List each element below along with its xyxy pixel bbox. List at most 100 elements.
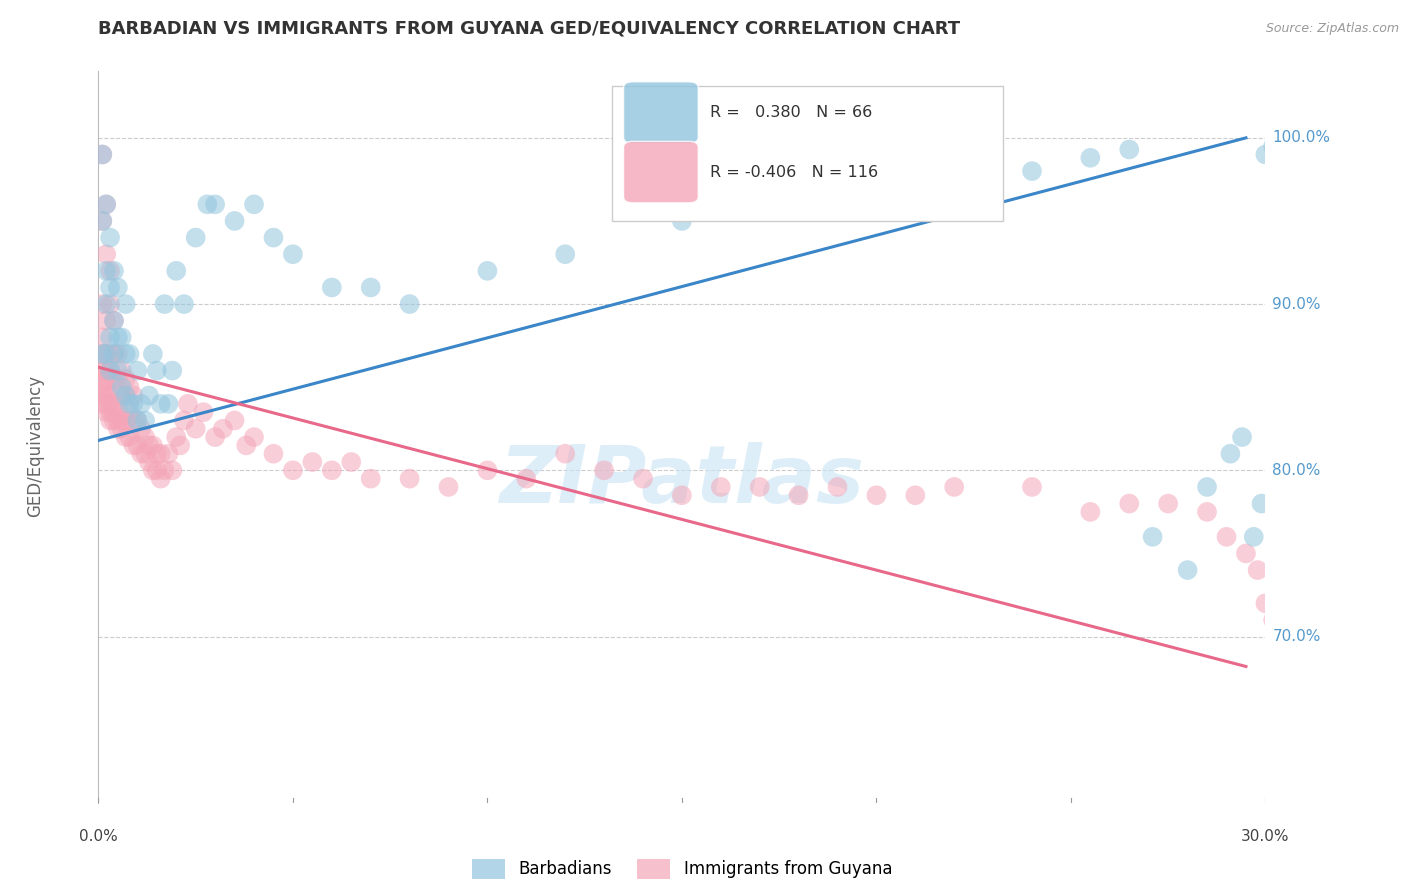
Point: [96, 347, 118, 361]
Point: [103, 372, 125, 386]
Point: [103, 347, 125, 361]
Point: [134, 413, 156, 427]
Point: [114, 413, 136, 427]
Point: [142, 438, 165, 452]
Point: [149, 472, 172, 486]
Point: [1230, 430, 1253, 444]
Point: [204, 430, 226, 444]
Point: [138, 438, 160, 452]
Point: [98, 347, 121, 361]
Point: [281, 247, 304, 261]
Point: [142, 347, 165, 361]
Point: [114, 388, 136, 402]
Point: [91, 397, 114, 411]
Point: [127, 413, 149, 427]
Point: [165, 430, 187, 444]
Point: [107, 363, 129, 377]
Point: [593, 463, 616, 477]
Point: [169, 438, 191, 452]
Point: [224, 413, 246, 427]
Point: [204, 197, 226, 211]
Point: [1021, 480, 1043, 494]
Point: [149, 447, 172, 461]
Point: [281, 463, 304, 477]
Point: [111, 413, 134, 427]
Point: [398, 297, 420, 311]
Point: [1177, 563, 1199, 577]
Point: [173, 413, 195, 427]
Point: [111, 388, 134, 402]
Point: [177, 397, 200, 411]
Point: [157, 397, 180, 411]
Point: [1195, 480, 1218, 494]
Point: [134, 430, 156, 444]
Point: [153, 463, 176, 477]
Point: [710, 480, 733, 494]
Point: [142, 463, 165, 477]
Point: [98, 413, 121, 427]
FancyBboxPatch shape: [623, 82, 699, 144]
Point: [114, 347, 136, 361]
Point: [162, 463, 184, 477]
Text: 80.0%: 80.0%: [1272, 463, 1320, 478]
Point: [122, 388, 145, 402]
Point: [91, 388, 114, 402]
Point: [193, 405, 215, 419]
Point: [1254, 147, 1277, 161]
Point: [96, 297, 118, 311]
Point: [114, 430, 136, 444]
Point: [235, 438, 257, 452]
Point: [114, 372, 136, 386]
Point: [153, 297, 176, 311]
Point: [91, 214, 114, 228]
Point: [91, 347, 114, 361]
Point: [103, 347, 125, 361]
Point: [107, 422, 129, 436]
Point: [195, 197, 218, 211]
Point: [96, 405, 118, 419]
Point: [865, 488, 887, 502]
Point: [162, 363, 184, 377]
Point: [96, 380, 118, 394]
Point: [515, 472, 537, 486]
Text: 70.0%: 70.0%: [1272, 629, 1320, 644]
Point: [91, 297, 114, 311]
Point: [146, 363, 169, 377]
Point: [787, 197, 810, 211]
Point: [262, 447, 284, 461]
Point: [477, 264, 499, 278]
Point: [1118, 497, 1140, 511]
Point: [1250, 497, 1272, 511]
Text: ZIPatlas: ZIPatlas: [499, 442, 865, 520]
Point: [262, 230, 284, 244]
Point: [1274, 630, 1296, 644]
Point: [107, 347, 129, 361]
Point: [91, 372, 114, 386]
Point: [118, 430, 141, 444]
Point: [1118, 143, 1140, 157]
Point: [127, 413, 149, 427]
Point: [146, 463, 169, 477]
Point: [98, 405, 121, 419]
Point: [224, 214, 246, 228]
Point: [184, 422, 207, 436]
Point: [118, 397, 141, 411]
Point: [114, 388, 136, 402]
Point: [103, 314, 125, 328]
Text: Source: ZipAtlas.com: Source: ZipAtlas.com: [1265, 22, 1399, 35]
Point: [212, 422, 235, 436]
Point: [865, 180, 887, 194]
Point: [91, 147, 114, 161]
Text: 0.0%: 0.0%: [79, 830, 118, 844]
Text: BARBADIAN VS IMMIGRANTS FROM GUYANA GED/EQUIVALENCY CORRELATION CHART: BARBADIAN VS IMMIGRANTS FROM GUYANA GED/…: [98, 20, 960, 37]
Point: [671, 488, 693, 502]
Point: [122, 438, 145, 452]
Point: [96, 197, 118, 211]
Point: [98, 363, 121, 377]
Point: [96, 197, 118, 211]
Point: [91, 330, 114, 344]
Point: [827, 480, 849, 494]
Point: [103, 405, 125, 419]
Point: [107, 413, 129, 427]
Point: [107, 405, 129, 419]
